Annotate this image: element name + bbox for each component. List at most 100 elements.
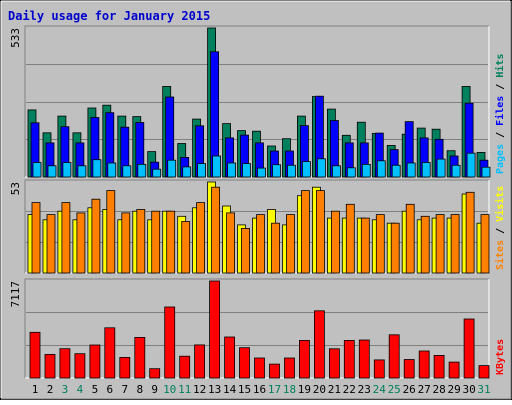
x-tick-label: 1 <box>32 383 39 396</box>
x-tick-label: 20 <box>313 383 326 396</box>
x-tick-label: 15 <box>238 383 251 396</box>
bar-pages-day-19 <box>301 161 311 178</box>
bar-kbytes-day-26 <box>403 359 415 379</box>
bar-kbytes-day-28 <box>433 354 445 379</box>
legend-entry-kbytes: KBytes <box>495 339 506 375</box>
bar-sites-day-4 <box>76 212 86 274</box>
x-tick-label: 19 <box>298 383 311 396</box>
bar-sites-day-16 <box>256 214 265 274</box>
x-tick-label: 22 <box>343 383 356 396</box>
bar-kbytes-day-5 <box>89 344 101 379</box>
x-tick-label: 25 <box>388 383 401 396</box>
legend-separator: / <box>495 78 506 96</box>
bar-pages-day-1 <box>32 162 42 178</box>
bar-pages-day-14 <box>227 162 237 178</box>
bar-sites-day-28 <box>435 214 445 274</box>
bar-pages-day-13 <box>212 155 222 178</box>
bar-pages-day-31 <box>481 166 491 178</box>
x-tick-label: 10 <box>163 383 176 396</box>
bar-kbytes-day-17 <box>269 363 280 379</box>
bar-sites-day-12 <box>196 202 206 274</box>
bar-sites-day-30 <box>465 191 475 274</box>
legend-bottom: KBytes <box>495 339 506 375</box>
bar-kbytes-day-2 <box>44 353 56 379</box>
series-sites <box>31 186 490 274</box>
series-pages <box>32 152 491 178</box>
bar-sites-day-17 <box>271 222 280 274</box>
bar-kbytes-day-21 <box>328 348 340 379</box>
bar-pages-day-2 <box>47 165 57 178</box>
legend-entry-pages: Pages <box>495 144 506 174</box>
bar-kbytes-day-16 <box>254 357 265 379</box>
x-axis-labels: 1 2 3 4 5 6 7 8 9 10 11 12 13 14 15 16 17 18 19 20 21 22 23 24 2… <box>32 383 491 396</box>
bar-kbytes-day-7 <box>119 356 131 379</box>
bar-kbytes-day-8 <box>134 336 146 379</box>
x-tick-label: 13 <box>208 383 221 396</box>
bar-pages-day-17 <box>272 164 281 178</box>
bar-kbytes-day-25 <box>388 334 400 379</box>
bar-sites-day-23 <box>360 217 370 274</box>
bar-pages-day-29 <box>451 164 461 178</box>
y-axis-max-label: 533 <box>9 28 22 48</box>
bar-kbytes-day-12 <box>194 344 206 379</box>
bar-pages-day-22 <box>346 167 356 178</box>
bar-pages-day-10 <box>167 159 177 178</box>
y-axis-max-label: 7117 <box>9 281 22 308</box>
bar-sites-day-27 <box>420 215 430 274</box>
legend-entry-visits: Visits <box>494 186 506 222</box>
y-axis-max-label: 53 <box>9 182 22 195</box>
bar-sites-day-18 <box>286 214 295 274</box>
x-tick-label: 14 <box>223 383 237 396</box>
bar-sites-day-21 <box>330 210 340 274</box>
bar-sites-day-7 <box>121 212 131 274</box>
chart-panels: 533 Pages / Files / Hits 53 Sites / Visits 7… <box>9 25 506 379</box>
series-kbytes <box>29 280 490 379</box>
bar-pages-day-4 <box>77 165 87 178</box>
bar-pages-day-8 <box>137 163 147 178</box>
bar-sites-day-31 <box>480 214 490 274</box>
bar-kbytes-day-29 <box>448 361 460 379</box>
bar-kbytes-day-15 <box>239 347 250 379</box>
x-tick-label: 26 <box>403 383 416 396</box>
bar-pages-day-27 <box>421 162 431 178</box>
legend-middle: Sites / Visits <box>494 186 506 270</box>
bar-kbytes-day-30 <box>463 318 475 379</box>
bar-pages-day-24 <box>376 160 386 178</box>
legend-text: KBytes <box>495 339 506 375</box>
bar-kbytes-day-18 <box>284 357 295 379</box>
x-tick-label: 29 <box>447 383 460 396</box>
x-tick-label: 3 <box>62 383 69 396</box>
bar-pages-day-18 <box>287 164 296 178</box>
legend-entry-hits: Hits <box>494 54 506 78</box>
x-tick-label: 17 <box>268 383 281 396</box>
x-tick-label: 27 <box>418 383 431 396</box>
x-tick-label: 30 <box>462 383 475 396</box>
bar-sites-day-2 <box>46 214 56 274</box>
x-tick-label: 18 <box>283 383 296 396</box>
bar-kbytes-day-27 <box>418 350 430 379</box>
bar-pages-day-25 <box>391 164 401 178</box>
bar-sites-day-26 <box>405 203 415 274</box>
x-tick-label: 12 <box>193 383 206 396</box>
legend-text: Sites / Visits <box>494 186 506 270</box>
x-tick-label: 5 <box>92 383 99 396</box>
bar-pages-day-28 <box>436 158 446 178</box>
bar-pages-day-11 <box>182 166 192 178</box>
legend-entry-sites: Sites <box>494 240 506 270</box>
legend-separator: / <box>495 222 506 240</box>
bar-sites-day-25 <box>390 222 400 274</box>
bar-kbytes-day-1 <box>29 331 41 379</box>
bar-kbytes-day-20 <box>313 310 325 379</box>
bar-pages-day-7 <box>122 165 132 178</box>
x-tick-label: 8 <box>136 383 143 396</box>
bar-sites-day-5 <box>91 198 101 274</box>
bar-kbytes-day-19 <box>298 339 310 379</box>
bar-pages-day-6 <box>107 162 117 178</box>
bar-sites-day-11 <box>181 221 191 274</box>
x-tick-label: 16 <box>253 383 266 396</box>
bar-sites-day-10 <box>166 210 176 274</box>
panel-top: 533 Pages / Files / Hits <box>9 25 506 178</box>
bar-kbytes-day-6 <box>104 327 116 379</box>
bar-pages-day-5 <box>92 159 102 178</box>
